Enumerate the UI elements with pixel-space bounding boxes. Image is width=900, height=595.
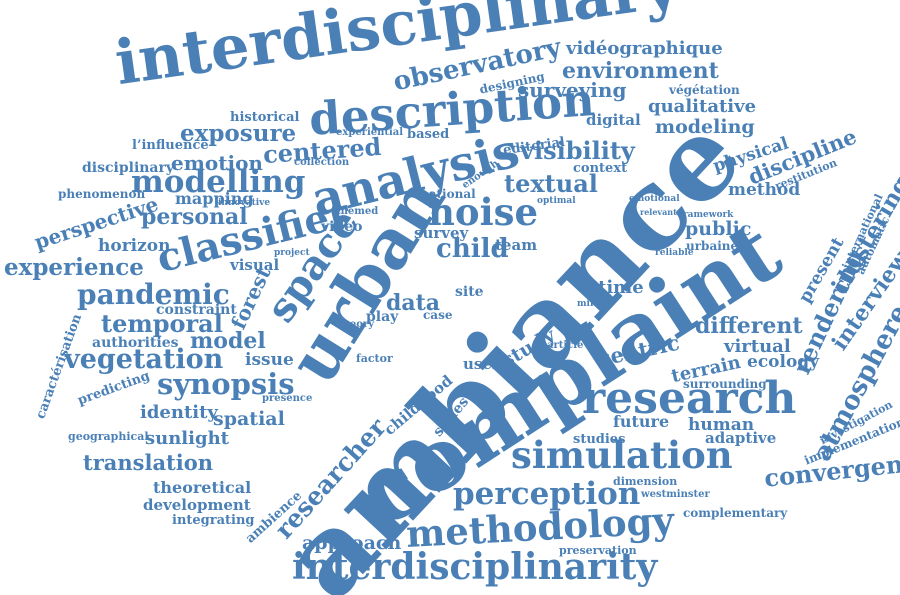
- cloud-word: complementary: [683, 506, 788, 520]
- cloud-word: sunlight: [145, 428, 229, 449]
- cloud-word: case: [423, 308, 453, 322]
- cloud-word: historical: [230, 110, 300, 125]
- cloud-word: végétation: [669, 83, 740, 97]
- cloud-word: national: [420, 187, 476, 201]
- cloud-word: data: [386, 290, 441, 316]
- cloud-word: l’influence: [132, 138, 209, 153]
- cloud-word: optimal: [537, 196, 576, 206]
- cloud-word: research: [582, 373, 797, 424]
- cloud-word: modelling: [131, 164, 306, 200]
- cloud-word: presence: [262, 393, 313, 404]
- cloud-word: authorities: [92, 335, 179, 351]
- cloud-word: textual: [504, 169, 598, 198]
- cloud-word: vegetation: [64, 344, 224, 375]
- cloud-word: survey: [414, 224, 469, 242]
- cloud-word: visibility: [520, 136, 635, 165]
- cloud-word: translation: [83, 450, 213, 475]
- cloud-word: theoretical: [153, 478, 252, 497]
- cloud-word: public: [685, 218, 752, 240]
- cloud-word: project: [274, 248, 310, 258]
- cloud-word: experience: [4, 254, 144, 281]
- cloud-word: identity: [140, 402, 218, 423]
- cloud-word: urbaines: [686, 239, 745, 253]
- cloud-word: preservation: [559, 544, 637, 557]
- cloud-word: collection: [294, 157, 350, 168]
- cloud-word: emotion: [171, 151, 263, 175]
- cloud-word: development: [143, 496, 251, 514]
- cloud-word: dimension: [613, 475, 678, 488]
- cloud-word: issue: [245, 350, 294, 370]
- cloud-word: site: [455, 284, 484, 300]
- cloud-word: personal: [141, 204, 248, 230]
- cloud-word: surveying: [518, 78, 627, 102]
- cloud-word: surrounding: [683, 377, 767, 391]
- cloud-word: synopsis: [157, 367, 295, 401]
- cloud-word: integrating: [172, 513, 255, 528]
- cloud-word: disciplinary: [82, 160, 175, 176]
- cloud-word: themed: [336, 206, 379, 217]
- cloud-word: qualitative: [648, 96, 757, 117]
- cloud-word: horizon: [98, 236, 171, 256]
- cloud-word: environment: [562, 58, 719, 84]
- cloud-word: team: [495, 236, 538, 254]
- cloud-word: relevant: [640, 207, 677, 217]
- cloud-word: context: [573, 161, 628, 176]
- cloud-word: based: [407, 127, 450, 142]
- cloud-word: framework: [679, 210, 734, 220]
- cloud-word: simulation: [511, 433, 733, 477]
- cloud-word: exposure: [180, 120, 297, 147]
- cloud-word: emotional: [629, 194, 680, 204]
- cloud-word: time: [598, 277, 644, 298]
- cloud-word: adaptive: [705, 429, 777, 447]
- cloud-word: video: [321, 219, 363, 235]
- cloud-word: mapping: [175, 189, 254, 208]
- cloud-word: child: [436, 234, 509, 264]
- cloud-word: method: [728, 180, 801, 200]
- cloud-word: future: [613, 412, 670, 431]
- cloud-word: westminster: [641, 489, 710, 500]
- cloud-word: geographical: [68, 430, 149, 443]
- cloud-word: perception: [453, 476, 641, 512]
- cloud-word: play: [366, 309, 399, 325]
- cloud-word: innovative: [218, 198, 271, 208]
- cloud-word: vidéographique: [566, 38, 723, 59]
- cloud-word: model: [190, 328, 266, 354]
- cloud-word: constraint: [156, 302, 237, 318]
- cloud-word: pandemic: [77, 278, 230, 311]
- cloud-word: approach: [302, 532, 402, 554]
- cloud-word: factor: [356, 352, 393, 365]
- cloud-word: phenomenon: [58, 187, 146, 201]
- cloud-word: modeling: [655, 116, 755, 138]
- cloud-word: different: [695, 313, 803, 339]
- cloud-word: interdisciplinarity: [292, 546, 658, 588]
- cloud-word: digital: [586, 111, 641, 129]
- cloud-word: spatial: [213, 408, 285, 430]
- cloud-word: virtual: [724, 336, 791, 357]
- cloud-word: user: [463, 355, 500, 373]
- cloud-word: studies: [573, 432, 626, 447]
- cloud-word: reliable: [655, 248, 694, 258]
- cloud-word: visual: [230, 256, 280, 274]
- cloud-word: noise: [428, 190, 539, 234]
- cloud-word: human: [688, 415, 755, 435]
- cloud-word: temporal: [101, 309, 223, 338]
- cloud-word: experiential: [336, 127, 404, 138]
- cloud-word: article: [547, 340, 584, 351]
- cloud-word: theory: [338, 319, 375, 330]
- cloud-word: milano: [577, 299, 612, 309]
- cloud-word: ecology: [747, 352, 820, 372]
